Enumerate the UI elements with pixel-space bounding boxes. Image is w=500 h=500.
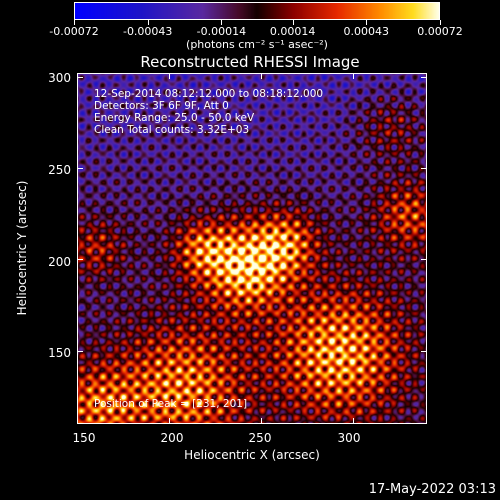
colorbar-tick bbox=[440, 20, 441, 25]
y-tick-label: 300 bbox=[48, 71, 71, 85]
colorbar-tick bbox=[366, 20, 368, 25]
info-detectors: Detectors: 3F 6F 9F, Att 0 bbox=[94, 100, 229, 112]
plot-title: Reconstructed RHESSI Image bbox=[140, 53, 360, 71]
colorbar-tick-label: 0.00072 bbox=[417, 25, 463, 38]
y-tick-label: 150 bbox=[48, 346, 71, 360]
y-axis-label: Heliocentric Y (arcsec) bbox=[15, 180, 29, 316]
x-tick-label: 200 bbox=[160, 431, 184, 445]
info-time-range: 12-Sep-2014 08:12:12.000 to 08:18:12.000 bbox=[94, 88, 324, 100]
x-tick-mark bbox=[353, 74, 355, 79]
y-tick-mark bbox=[421, 76, 426, 78]
colorbar-tick-label: -0.00014 bbox=[196, 25, 247, 38]
colorbar-tick-label: 0.00043 bbox=[343, 25, 390, 38]
x-tick-label: 250 bbox=[248, 431, 272, 445]
y-tick-label: 200 bbox=[48, 255, 71, 269]
x-tick-mark bbox=[261, 74, 263, 79]
info-energy-range: Energy Range: 25.0 - 50.0 keV bbox=[94, 112, 255, 124]
y-tick-mark bbox=[421, 168, 426, 170]
x-tick-mark bbox=[353, 418, 355, 423]
y-tick-mark bbox=[421, 259, 426, 261]
y-tick-label: 250 bbox=[48, 163, 71, 177]
x-tick-label: 300 bbox=[337, 431, 361, 445]
x-tick-mark bbox=[169, 418, 171, 423]
x-tick-label: 150 bbox=[72, 431, 96, 445]
colorbar-gradient bbox=[75, 3, 439, 19]
y-tick-mark bbox=[421, 350, 426, 352]
x-axis-label: Heliocentric X (arcsec) bbox=[184, 448, 320, 462]
info-clean-counts: Clean Total counts: 3.32E+03 bbox=[94, 124, 250, 136]
x-tick-mark bbox=[77, 74, 78, 79]
peak-position-text: Position of Peak = [231, 201] bbox=[94, 398, 248, 410]
colorbar-tick bbox=[292, 20, 294, 25]
y-tick-mark bbox=[78, 76, 83, 78]
x-tick-mark bbox=[169, 74, 171, 79]
y-tick-mark bbox=[78, 168, 83, 170]
y-tick-mark bbox=[78, 259, 83, 261]
colorbar-tick bbox=[147, 20, 149, 25]
rhessi-heatmap bbox=[78, 74, 426, 423]
colorbar-tick bbox=[221, 20, 223, 25]
colorbar bbox=[74, 2, 440, 20]
colorbar-tick bbox=[74, 20, 75, 25]
colorbar-tick-label: -0.00072 bbox=[49, 25, 99, 38]
colorbar-units: (photons cm⁻² s⁻¹ asec⁻²) bbox=[186, 38, 328, 51]
colorbar-tick-label: 0.00014 bbox=[269, 25, 316, 38]
datestamp: 17-May-2022 03:13 bbox=[368, 482, 496, 497]
y-tick-mark bbox=[78, 350, 83, 352]
x-tick-mark bbox=[261, 418, 263, 423]
rhessi-image-plot bbox=[77, 73, 427, 424]
x-tick-mark bbox=[77, 418, 78, 423]
colorbar-tick-label: -0.00043 bbox=[122, 25, 173, 38]
